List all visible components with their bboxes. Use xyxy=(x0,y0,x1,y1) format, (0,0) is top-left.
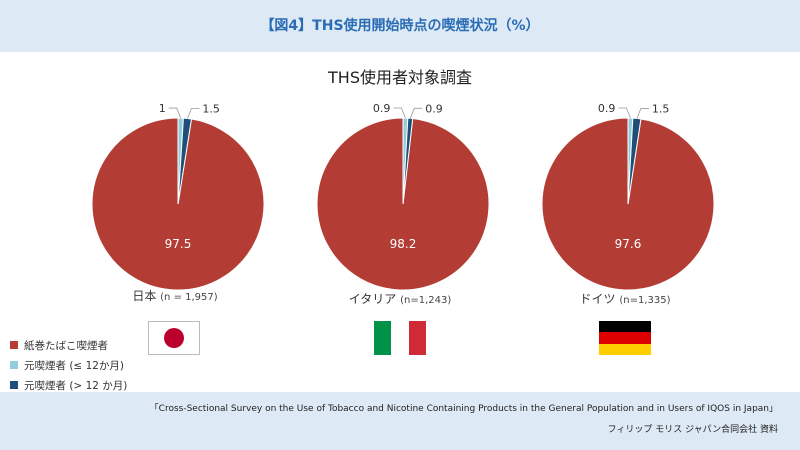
flag-stripe-black xyxy=(599,321,651,333)
leader-line xyxy=(618,107,631,119)
country-name: ドイツ xyxy=(579,292,616,306)
legend-label: 紙巻たばこ喫煙者 xyxy=(24,339,108,352)
flag-stripe-green xyxy=(374,321,392,355)
sample-size: (n = 1,957) xyxy=(160,292,218,303)
flag-stripe-gold xyxy=(599,343,651,355)
footer-bar: 「Cross-Sectional Survey on the Use of To… xyxy=(0,392,800,450)
legend-swatch xyxy=(10,361,18,369)
pie-chart-japan: 97.5 1 1.5 xyxy=(91,102,265,291)
legend-swatch xyxy=(10,381,18,389)
leader-line xyxy=(393,107,406,119)
former-smoker-long-slice xyxy=(177,117,193,205)
country-label-germany: ドイツ (n=1,335) xyxy=(515,290,735,307)
country-label-italy: イタリア (n=1,243) xyxy=(290,290,510,307)
legend-label: 元喫煙者 (≤ 12か月) xyxy=(24,359,125,372)
italy-flag-icon xyxy=(374,321,426,355)
flag-stripe-white xyxy=(391,321,409,355)
country-label-japan: 日本 (n = 1,957) xyxy=(65,287,285,304)
data-label-former-short: 0.9 xyxy=(373,102,391,115)
data-label-former-long: 1.5 xyxy=(652,102,670,115)
data-label-former-long: 1.5 xyxy=(202,103,220,116)
leader-line xyxy=(187,108,200,119)
source-citation: 「Cross-Sectional Survey on the Use of To… xyxy=(149,404,778,414)
header-bar: 【図4】THS使用開始時点の喫煙状況（%） xyxy=(0,0,800,52)
chart-legend: 紙巻たばこ喫煙者 元喫煙者 (≤ 12か月) 元喫煙者 (> 12 か月) xyxy=(10,335,127,395)
flag-stripe-red xyxy=(599,332,651,344)
leader-line xyxy=(636,108,649,119)
japan-flag-icon xyxy=(148,321,200,355)
germany-flag-icon xyxy=(599,321,651,355)
sample-size: (n=1,243) xyxy=(400,295,452,306)
data-label-former-short: 1 xyxy=(159,102,166,115)
country-name: 日本 xyxy=(132,289,157,303)
flag-stripe-red xyxy=(408,321,426,355)
flag-disc xyxy=(164,328,184,348)
pie-chart-germany: 97.6 0.9 1.5 xyxy=(541,102,715,291)
page-title: 【図4】THS使用開始時点の喫煙状況（%） xyxy=(260,18,540,34)
country-name: イタリア xyxy=(348,292,397,306)
legend-label: 元喫煙者 (> 12 か月) xyxy=(24,379,128,392)
former-smoker-long-slice xyxy=(627,117,642,205)
data-label-cigarette: 97.6 xyxy=(615,237,642,251)
leader-line xyxy=(409,107,423,119)
data-label-cigarette: 97.5 xyxy=(165,237,192,251)
chart-title: THS使用者対象調査 xyxy=(328,68,472,87)
data-label-former-long: 0.9 xyxy=(425,102,443,115)
legend-item-former-short: 元喫煙者 (≤ 12か月) xyxy=(10,355,127,375)
leader-line xyxy=(168,107,182,119)
sample-size: (n=1,335) xyxy=(619,295,671,306)
legend-item-former-long: 元喫煙者 (> 12 か月) xyxy=(10,375,127,395)
data-label-former-short: 0.9 xyxy=(598,102,616,115)
data-label-cigarette: 98.2 xyxy=(390,237,417,251)
legend-swatch xyxy=(10,341,18,349)
pie-chart-italy: 98.2 0.9 0.9 xyxy=(316,102,490,291)
source-credit: フィリップ モリス ジャパン合同会社 資料 xyxy=(607,425,778,435)
legend-item-cigarette: 紙巻たばこ喫煙者 xyxy=(10,335,127,355)
